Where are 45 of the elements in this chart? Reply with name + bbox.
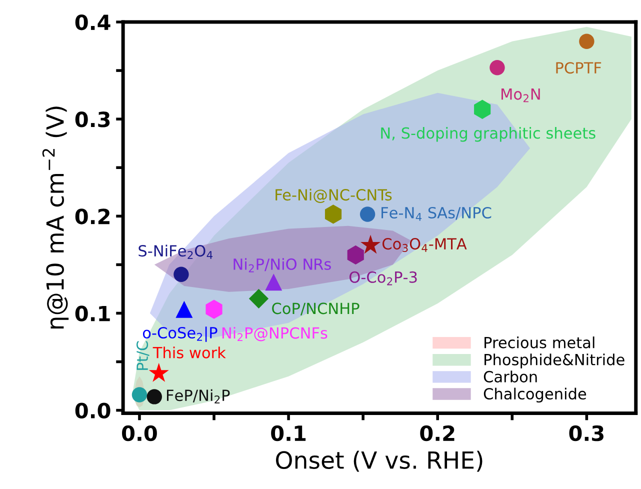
point [206,300,222,319]
x-tick-label: 0.0 [122,425,157,442]
y-tick-label: 0.0 [75,402,110,419]
text: Pt/C [136,341,150,370]
point [265,274,282,291]
series-label: FeP/Ni$_{2}$P [166,389,230,404]
legend-label: Carbon [484,370,537,382]
series-label: Co$_{3}$O$_{4}$-MTA [382,238,467,252]
x-tick-label: 0.1 [271,425,306,442]
legend-label: Chalcogenide [484,388,586,403]
y-tick-label: 0.4 [75,14,110,30]
series-label: o-CoSe$_{2}$|P [142,326,218,342]
series-label: CoP/NCNHP [272,302,360,316]
series-label: PCPTF [556,62,602,74]
series-label: O-Co$_{2}$P-3 [350,271,417,286]
series-label: This work [152,346,226,358]
point [474,100,491,119]
series-label: S-NiFe$_{2}$O$_{4}$ [138,244,213,259]
point [347,245,364,265]
point [324,204,342,224]
x-tick-label: 0.3 [569,425,604,442]
point [146,389,162,404]
y-tick-label: 0.2 [75,208,110,224]
y-tick-label: 0.1 [75,306,110,322]
point [490,60,505,76]
point [248,288,269,308]
legend-label: Precious metal [484,336,594,348]
series-label: Fe-N$_{4}$ SAs/NPC [382,206,492,221]
point [360,234,381,254]
point [360,206,376,222]
y-axis-title: η@10 mA cm$^{−2}$ (V) [42,106,69,329]
series-label: Mo$_{2}$N [502,88,540,102]
series-label: Ni$_{2}$P@NPCNFs [222,326,328,342]
point [176,300,193,318]
series-label: Fe-Ni@NC-CNTs [276,188,392,204]
y-tick-label: 0.3 [75,112,110,128]
point [174,266,189,282]
point [148,362,169,382]
legend-label: Phosphide&Nitride [484,354,624,368]
x-tick-label: 0.2 [420,425,454,442]
series-label: Ni$_{2}$P/NiO NRs [234,258,331,272]
series-label: N, S-doping graphitic sheets [381,126,596,142]
point [132,387,148,402]
x-axis-title: Onset (V vs. RHE) [276,450,482,472]
point [579,34,594,50]
